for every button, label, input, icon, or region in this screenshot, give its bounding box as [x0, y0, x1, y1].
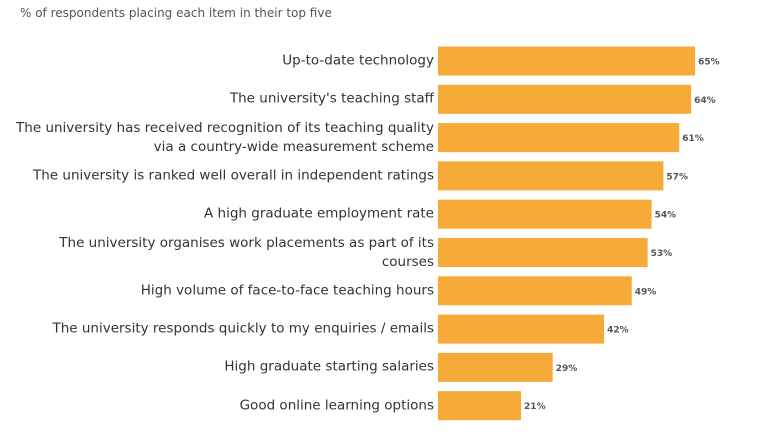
category-label: A high graduate employment rate	[204, 205, 434, 222]
category-label: Up-to-date technology	[282, 52, 434, 69]
bar	[438, 391, 522, 421]
category-label: Good online learning options	[239, 397, 434, 414]
value-label: 29%	[556, 364, 578, 374]
bar	[438, 199, 652, 229]
bar	[438, 238, 648, 267]
value-label: 54%	[655, 211, 677, 221]
value-label: 21%	[524, 402, 546, 412]
value-label: 64%	[694, 96, 716, 106]
value-label: 42%	[607, 326, 629, 336]
bar	[438, 314, 605, 344]
bar	[438, 84, 692, 114]
bar	[438, 161, 664, 191]
value-label: 65%	[698, 58, 720, 68]
bar	[438, 352, 553, 382]
category-label: The university organises work placements…	[59, 234, 434, 270]
category-label: The university is ranked well overall in…	[33, 167, 434, 184]
category-label: The university has received recognition …	[16, 119, 434, 155]
bar	[438, 276, 632, 306]
value-label: 61%	[682, 134, 704, 144]
value-label: 57%	[666, 172, 688, 182]
bar	[438, 46, 696, 76]
category-label: High graduate starting salaries	[224, 358, 434, 375]
category-label: The university responds quickly to my en…	[52, 320, 434, 337]
chart-subtitle: % of respondents placing each item in th…	[20, 6, 332, 20]
bar	[438, 123, 680, 153]
category-label: The university's teaching staff	[229, 90, 434, 107]
value-label: 53%	[651, 249, 673, 259]
category-label: High volume of face-to-face teaching hou…	[140, 282, 434, 299]
value-label: 49%	[635, 287, 657, 297]
